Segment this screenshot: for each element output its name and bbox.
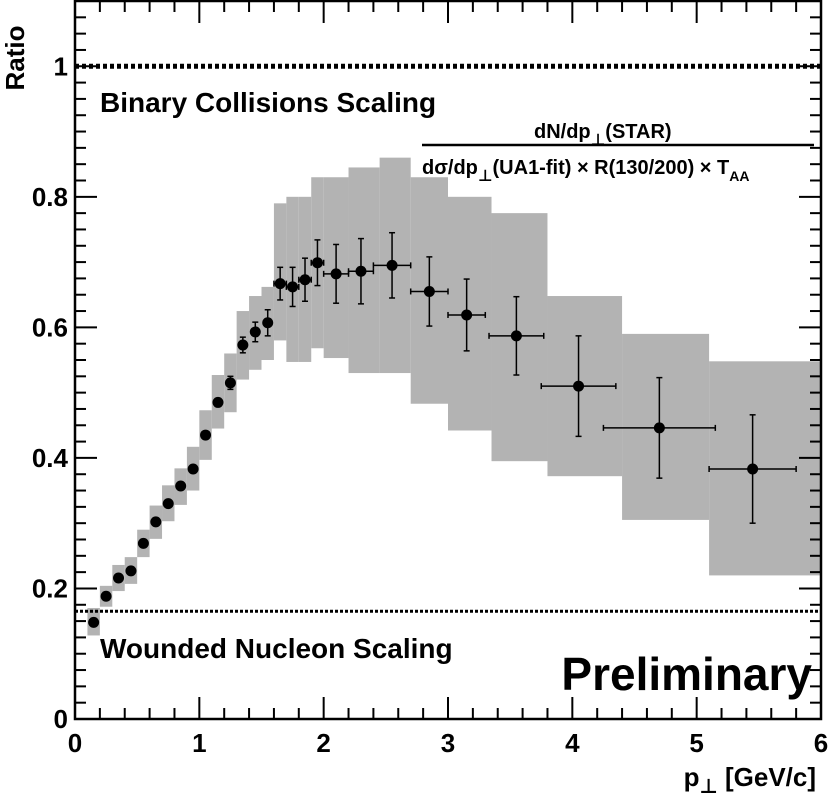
formula-numerator: dN/dp⊥(STAR): [534, 121, 672, 149]
data-point: [262, 317, 274, 329]
binary-scaling-label: Binary Collisions Scaling: [100, 87, 436, 118]
data-point: [330, 268, 342, 280]
formula-denominator-sub2: AA: [729, 168, 749, 184]
data-point: [747, 463, 759, 475]
y-tick-label: 0.8: [32, 182, 68, 212]
data-point: [299, 274, 311, 286]
data-point: [137, 537, 149, 549]
data-point: [573, 380, 585, 392]
x-axis-label-rest: [GeV/c]: [718, 762, 816, 792]
x-axis-label-sub: ⊥: [699, 776, 717, 798]
y-tick-label: 0.4: [32, 443, 69, 473]
axis-ticks: [74, 0, 822, 720]
systematic-band: [622, 333, 710, 520]
y-axis-label: Ratio: [0, 26, 30, 91]
data-point: [125, 565, 137, 577]
data-point: [386, 259, 398, 271]
data-point: [100, 590, 112, 602]
y-tick-label: 0.2: [32, 573, 68, 603]
formula-denominator-a: dσ/dp: [422, 157, 478, 179]
data-point: [88, 616, 100, 628]
x-tick-label: 1: [192, 728, 206, 758]
data-point: [187, 463, 199, 475]
y-tick-label: 1: [54, 51, 68, 81]
x-axis-label-main: p: [684, 762, 700, 792]
preliminary-watermark: Preliminary: [561, 648, 812, 700]
wounded-scaling-label: Wounded Nucleon Scaling: [100, 633, 453, 664]
x-tick-label: 3: [441, 728, 455, 758]
data-point: [249, 326, 261, 338]
data-point: [461, 309, 473, 321]
x-tick-label: 4: [565, 728, 580, 758]
data-point: [175, 480, 187, 492]
data-point: [113, 572, 125, 584]
data-point: [311, 257, 323, 269]
y-tick-label: 0.6: [32, 312, 68, 342]
x-tick-label: 6: [814, 728, 828, 758]
formula-denominator-b: (UA1-fit) × R(130/200) × T: [493, 157, 730, 179]
data-point: [423, 285, 435, 297]
axis-tick-labels: 0 1 2 3 4 5 6 0 0.2 0.4 0.6 0.8 1: [32, 51, 828, 758]
y-tick-label: 0: [54, 704, 68, 734]
x-tick-label: 5: [689, 728, 703, 758]
formula-denominator-sub: ⊥: [478, 168, 493, 185]
data-point: [200, 429, 212, 441]
data-point: [224, 377, 236, 389]
data-points: [88, 231, 797, 628]
formula-numerator-main: dN/dp: [534, 121, 591, 143]
formula-numerator-rest: (STAR): [605, 121, 671, 143]
data-point: [510, 330, 522, 342]
data-point: [355, 265, 367, 277]
x-axis-label: p⊥ [GeV/c]: [684, 762, 816, 798]
systematic-error-bands: [87, 157, 821, 636]
formula-denominator: dσ/dp⊥(UA1-fit) × R(130/200) × TAA: [422, 157, 749, 185]
data-point: [274, 278, 286, 290]
formula-numerator-sub: ⊥: [591, 132, 606, 149]
data-point: [653, 422, 665, 434]
ratio-formula: dN/dp⊥(STAR) dσ/dp⊥(UA1-fit) × R(130/200…: [422, 121, 814, 185]
data-point: [287, 281, 299, 293]
data-point: [150, 516, 162, 528]
reference-lines: [75, 63, 821, 613]
x-tick-label: 2: [316, 728, 330, 758]
data-point: [162, 498, 174, 510]
x-tick-label: 0: [68, 728, 82, 758]
data-point: [212, 396, 224, 408]
data-point: [237, 339, 249, 351]
